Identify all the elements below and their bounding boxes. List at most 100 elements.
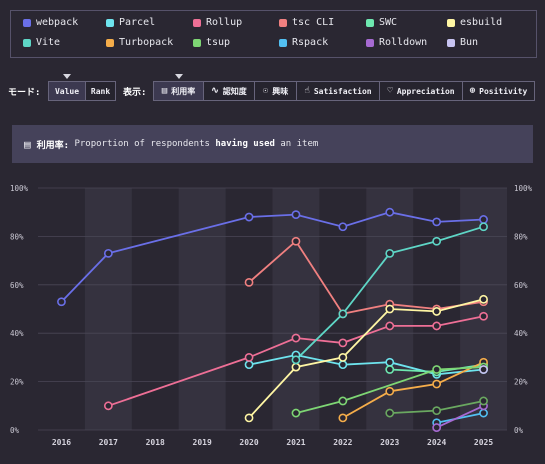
data-point-webpack — [57, 297, 66, 307]
data-point-vite — [432, 236, 442, 246]
data-point-tsc-cli — [291, 236, 301, 246]
legend: webpack Parcel Rollup tsc CLI SWC esbuild Vite… — [10, 10, 537, 58]
y-tick-label-right: 20% — [514, 378, 528, 387]
data-point-webpack — [479, 215, 488, 224]
legend-item-tsup[interactable]: tsup — [193, 37, 230, 48]
legend-item-tsc-cli[interactable]: tsc CLI — [279, 17, 334, 28]
appreciation-button[interactable]: ♡ Appreciation — [379, 81, 463, 101]
y-tick-label-left: 100% — [10, 184, 29, 193]
series-line-vite — [295, 225, 484, 361]
legend-item-turbopack[interactable]: Turbopack — [106, 37, 173, 48]
legend-item-webpack[interactable]: webpack — [23, 17, 78, 28]
year-band — [272, 188, 320, 430]
value-button-label: Value — [54, 86, 80, 96]
value-button[interactable]: Value — [48, 81, 86, 101]
legend-swatch — [366, 18, 374, 27]
legend-item-vite[interactable]: Vite — [23, 37, 60, 48]
x-tick-label: 2017 — [99, 438, 118, 447]
legend-swatch — [366, 38, 374, 47]
legend-label: esbuild — [460, 17, 503, 28]
data-point-esbuild — [338, 352, 348, 362]
y-tick-label-right: 0% — [514, 426, 524, 435]
metric-description-label: 利用率: — [36, 140, 70, 151]
data-point-vite — [479, 222, 488, 232]
awareness-button[interactable]: ∿ 認知度 — [203, 81, 255, 101]
metric-description-emphasis: having used — [215, 139, 275, 149]
interest-button[interactable]: ☉ 興味 — [254, 81, 297, 101]
legend-swatch — [279, 18, 287, 27]
display-label: 表示: — [123, 87, 147, 98]
year-band — [178, 188, 226, 430]
legend-item-swc[interactable]: SWC — [366, 17, 397, 28]
active-display-pointer — [175, 74, 183, 79]
data-point-tsc-cli — [385, 299, 395, 309]
satisfaction-button[interactable]: ☝ Satisfaction — [296, 81, 380, 101]
legend-item-rolldown[interactable]: Rolldown — [366, 37, 427, 48]
legend-item-rollup[interactable]: Rollup — [193, 17, 242, 28]
legend-swatch — [23, 18, 31, 27]
data-point-turbopack — [479, 357, 488, 367]
y-tick-label-right: 40% — [514, 329, 528, 338]
data-point-swc — [479, 360, 488, 370]
positivity-button-label: Positivity — [479, 86, 528, 96]
legend-item-rspack[interactable]: Rspack — [279, 37, 328, 48]
data-point-tsc-cli — [338, 309, 348, 319]
legend-item-parcel[interactable]: Parcel — [106, 17, 155, 28]
y-tick-label-right: 80% — [514, 232, 528, 241]
series-line-turbopack — [342, 361, 484, 419]
series-line-parcel — [248, 354, 484, 376]
series-line-rolldown — [436, 404, 484, 429]
data-point-webpack — [338, 222, 348, 232]
legend-swatch — [279, 38, 287, 47]
series-line-esbuild — [248, 298, 484, 419]
interest-button-label: 興味 — [272, 86, 289, 96]
data-point-swc — [385, 365, 395, 374]
x-tick-label: 2020 — [239, 438, 258, 447]
usage-button[interactable]: ▤ 利用率 — [153, 81, 204, 101]
legend-label: Rspack — [292, 37, 329, 48]
legend-swatch — [193, 18, 201, 27]
data-point-tsc-cli — [432, 304, 442, 314]
data-point-rollup — [432, 321, 442, 331]
legend-swatch — [447, 38, 455, 47]
y-tick-label-right: 100% — [514, 184, 533, 193]
data-point-webpack — [244, 212, 254, 222]
usage-button-label: 利用率 — [171, 86, 196, 96]
data-point-tsc-cli — [244, 277, 254, 287]
rank-button[interactable]: Rank — [85, 81, 116, 101]
data-point-parcel — [244, 360, 254, 370]
document-icon: ▤ — [24, 137, 31, 151]
metric-description: ▤ 利用率: Proportion of respondents having … — [12, 125, 533, 163]
legend-item-bun[interactable]: Bun — [447, 37, 478, 48]
legend-label: Turbopack — [119, 37, 174, 48]
data-point-turbopack — [432, 379, 442, 389]
ear-icon: ∿ — [211, 86, 219, 96]
legend-swatch — [106, 38, 114, 47]
data-point-webpack — [291, 210, 301, 220]
data-point-tsup — [479, 362, 488, 372]
active-mode-pointer — [63, 74, 71, 79]
data-point-tsup-late — [385, 408, 395, 418]
year-band — [460, 188, 507, 430]
data-point-rolldown — [479, 401, 488, 411]
series-line-webpack — [60, 211, 484, 303]
data-point-rollup — [338, 338, 348, 348]
positivity-button[interactable]: ⊕ Positivity — [462, 81, 535, 101]
legend-label: Vite — [36, 37, 61, 48]
data-point-rollup — [244, 352, 254, 362]
thumbs-up-icon: ☝ — [304, 86, 310, 96]
data-point-parcel — [479, 365, 488, 374]
data-point-rollup — [103, 401, 113, 411]
plus-circle-icon: ⊕ — [469, 86, 476, 96]
year-band — [366, 188, 414, 430]
legend-label: tsup — [206, 37, 231, 48]
x-tick-label: 2025 — [474, 438, 493, 447]
legend-item-esbuild[interactable]: esbuild — [447, 17, 502, 28]
data-point-esbuild — [479, 294, 488, 304]
data-point-esbuild — [244, 413, 254, 423]
x-tick-label: 2018 — [146, 438, 165, 447]
data-point-vite — [385, 248, 395, 258]
data-point-webpack — [432, 217, 442, 227]
legend-label: Parcel — [119, 17, 156, 28]
appreciation-button-label: Appreciation — [396, 86, 455, 96]
